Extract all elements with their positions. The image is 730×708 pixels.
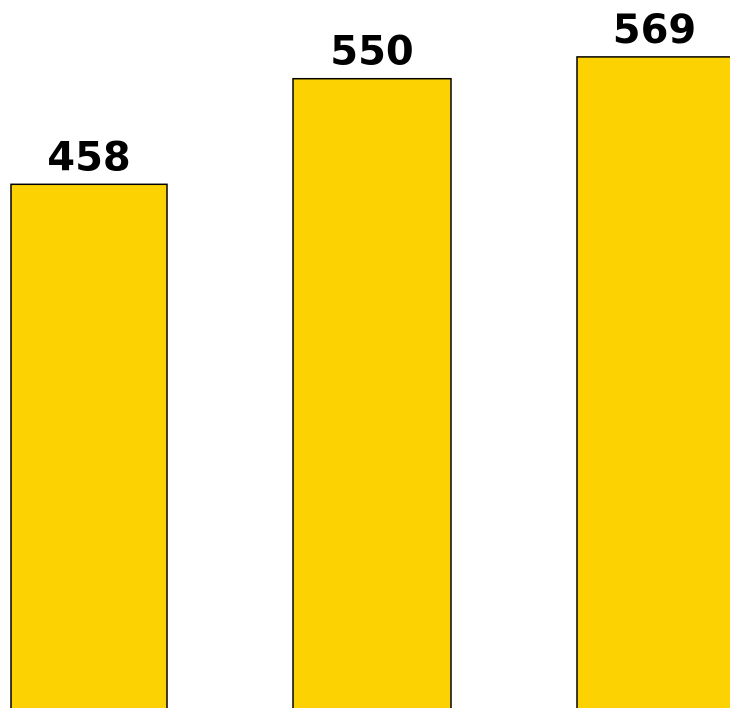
- bar-3: [576, 56, 730, 708]
- bar-1: [10, 183, 168, 708]
- bar-group: [10, 56, 730, 708]
- data-label-3: 569: [613, 7, 697, 53]
- data-label-group: 458 550 569: [47, 7, 696, 180]
- data-label-2: 550: [330, 29, 414, 75]
- bar-2: [292, 77, 452, 708]
- data-label-1: 458: [47, 134, 131, 180]
